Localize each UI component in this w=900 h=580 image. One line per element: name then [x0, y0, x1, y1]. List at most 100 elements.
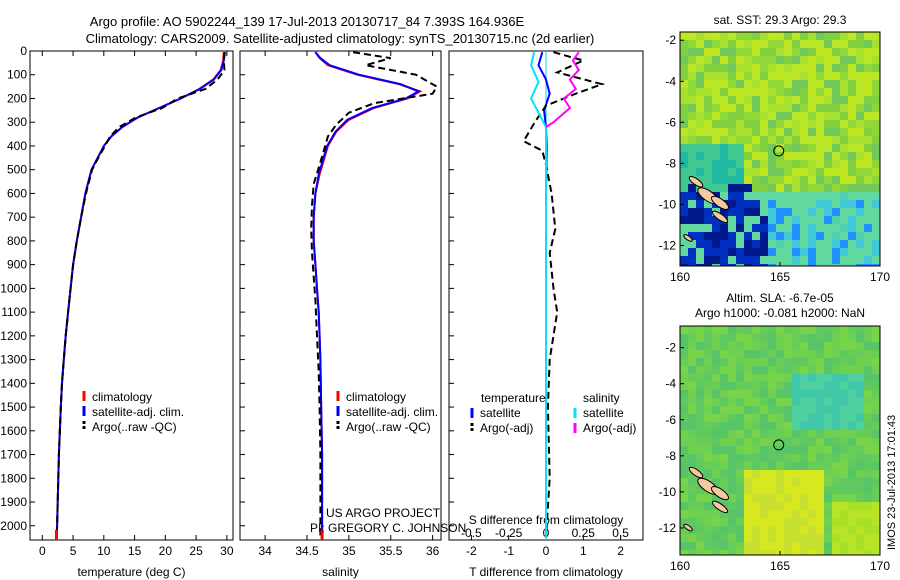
heatmap-cell: [784, 72, 792, 80]
heatmap-cell: [784, 32, 792, 40]
heatmap-cell: [800, 446, 808, 454]
heatmap-cell: [872, 414, 880, 422]
heatmap-cell: [824, 112, 832, 120]
heatmap-cell: [848, 40, 856, 48]
x-tick-label: 25: [189, 544, 203, 558]
heatmap-cell: [728, 446, 736, 454]
heatmap-cell: [872, 88, 880, 96]
heatmap-cell: [776, 160, 784, 168]
heatmap-cell: [800, 152, 808, 160]
heatmap-cell: [680, 454, 688, 462]
heatmap-cell: [792, 342, 800, 350]
heatmap-cell: [824, 104, 832, 112]
heatmap-cell: [736, 184, 744, 192]
heatmap-cell: [792, 550, 800, 555]
heatmap-cell: [728, 120, 736, 128]
heatmap-cell: [712, 414, 720, 422]
heatmap-cell: [800, 112, 808, 120]
heatmap-cell: [720, 350, 728, 358]
heatmap-cell: [728, 390, 736, 398]
heatmap-cell: [792, 414, 800, 422]
heatmap-cell: [848, 112, 856, 120]
heatmap-cell: [784, 406, 792, 414]
heatmap-cell: [848, 526, 856, 534]
heatmap-cell: [808, 120, 816, 128]
x-tick-label: -2: [466, 544, 477, 558]
heatmap-cell: [840, 342, 848, 350]
heatmap-cell: [872, 136, 880, 144]
heatmap-cell: [872, 184, 880, 192]
heatmap-cell: [832, 176, 840, 184]
heatmap-cell: [856, 168, 864, 176]
heatmap-cell: [768, 48, 776, 56]
heatmap-cell: [832, 550, 840, 555]
heatmap-cell: [808, 510, 816, 518]
heatmap-cell: [840, 510, 848, 518]
heatmap-cell: [688, 184, 696, 192]
heatmap-cell: [840, 518, 848, 526]
heatmap-cell: [752, 350, 760, 358]
x-tick-label: 2: [617, 544, 624, 558]
heatmap-cell: [696, 72, 704, 80]
heatmap-cell: [696, 240, 704, 248]
heatmap-cell: [744, 430, 752, 438]
heatmap-cell: [872, 80, 880, 88]
heatmap-cell: [744, 200, 752, 208]
heatmap-cell: [760, 366, 768, 374]
heatmap-cell: [696, 232, 704, 240]
heatmap-cell: [752, 518, 760, 526]
heatmap-cell: [864, 120, 872, 128]
heatmap-cell: [784, 358, 792, 366]
heatmap-cell: [864, 248, 872, 256]
heatmap-cell: [856, 526, 864, 534]
heatmap-cell: [816, 152, 824, 160]
heatmap-cell: [872, 478, 880, 486]
heatmap-cell: [744, 390, 752, 398]
heatmap-cell: [808, 398, 816, 406]
heatmap-cell: [848, 342, 856, 350]
heatmap-cell: [816, 374, 824, 382]
heatmap-cell: [864, 264, 872, 266]
heatmap-cell: [680, 96, 688, 104]
heatmap-cell: [856, 502, 864, 510]
heatmap-cell: [824, 494, 832, 502]
heatmap-cell: [864, 486, 872, 494]
y-tick-label: -4: [665, 74, 676, 88]
heatmap-cell: [720, 264, 728, 266]
heatmap-cell: [704, 136, 712, 144]
heatmap-cell: [856, 366, 864, 374]
heatmap-cell: [712, 104, 720, 112]
heatmap-cell: [768, 40, 776, 48]
heatmap-cell: [752, 382, 760, 390]
heatmap-cell: [832, 208, 840, 216]
heatmap-cell: [712, 168, 720, 176]
heatmap-cell: [760, 502, 768, 510]
heatmap-cell: [856, 120, 864, 128]
heatmap-cell: [776, 224, 784, 232]
heatmap-cell: [704, 342, 712, 350]
heatmap-cell: [744, 64, 752, 72]
heatmap-cell: [688, 422, 696, 430]
heatmap-cell: [848, 510, 856, 518]
heatmap-cell: [784, 374, 792, 382]
heatmap-cell: [680, 446, 688, 454]
heatmap-cell: [688, 438, 696, 446]
heatmap-cell: [704, 390, 712, 398]
heatmap-cell: [808, 518, 816, 526]
heatmap-cell: [856, 470, 864, 478]
heatmap-cell: [848, 422, 856, 430]
heatmap-cell: [848, 160, 856, 168]
heatmap-cell: [792, 256, 800, 264]
heatmap-cell: [736, 430, 744, 438]
heatmap-cell: [696, 366, 704, 374]
heatmap-cell: [800, 542, 808, 550]
heatmap-cell: [872, 486, 880, 494]
heatmap-cell: [712, 96, 720, 104]
heatmap-cell: [736, 350, 744, 358]
heatmap-cell: [720, 358, 728, 366]
heatmap-cell: [696, 534, 704, 542]
heatmap-cell: [696, 112, 704, 120]
heatmap-cell: [696, 264, 704, 266]
heatmap-cell: [784, 518, 792, 526]
heatmap-cell: [856, 510, 864, 518]
